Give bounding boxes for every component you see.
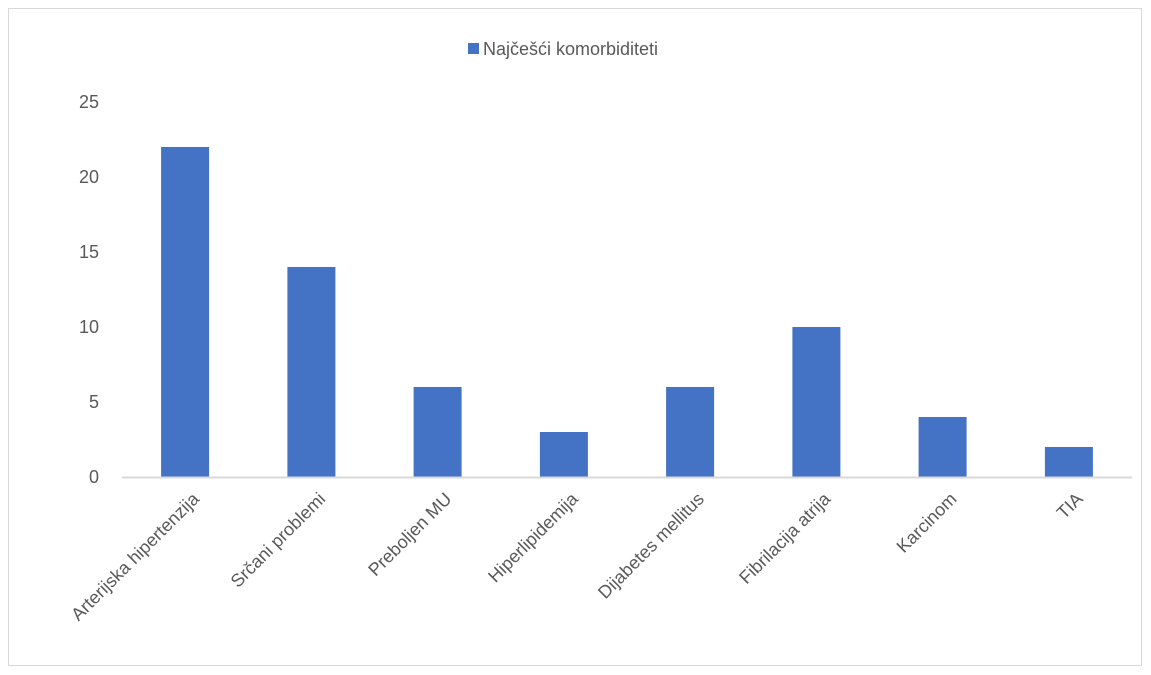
x-tick-label: Karcinom — [893, 489, 961, 557]
x-tick-label: Arterijska hipertenzija — [67, 488, 204, 625]
legend: Najčešći komorbiditeti — [468, 39, 658, 59]
x-tick-label: Hiperlipidemija — [484, 488, 582, 586]
y-tick-label: 10 — [79, 317, 99, 337]
bar — [161, 147, 210, 477]
bars — [161, 147, 1093, 477]
x-axis-labels: Arterijska hipertenzija Srčani problemi Pr… — [67, 488, 1087, 625]
bar — [287, 267, 336, 477]
bar — [1044, 447, 1093, 477]
y-axis-ticks: 0 5 10 15 20 25 — [79, 92, 99, 487]
x-tick-label: Srčani problemi — [227, 489, 330, 592]
y-tick-label: 20 — [79, 167, 99, 187]
bar — [539, 432, 588, 477]
bar — [413, 387, 462, 477]
bar-chart: Najčešći komorbiditeti 0 5 10 15 20 25 Arteri… — [67, 39, 1132, 625]
bar — [918, 417, 967, 477]
x-tick-label: Dijabetes mellitus — [594, 489, 708, 603]
bar — [666, 387, 715, 477]
y-tick-label: 5 — [89, 392, 99, 412]
x-tick-label: Fibrilacija atrija — [735, 488, 835, 588]
x-tick-label: TIA — [1053, 489, 1087, 523]
y-tick-label: 0 — [89, 467, 99, 487]
chart-frame: Najčešći komorbiditeti 0 5 10 15 20 25 Arteri… — [8, 8, 1142, 666]
legend-label: Najčešći komorbiditeti — [483, 39, 658, 59]
bar — [792, 327, 841, 477]
y-tick-label: 25 — [79, 92, 99, 112]
y-tick-label: 15 — [79, 242, 99, 262]
x-tick-label: Preboljen MU — [364, 489, 455, 580]
legend-swatch — [468, 43, 479, 54]
